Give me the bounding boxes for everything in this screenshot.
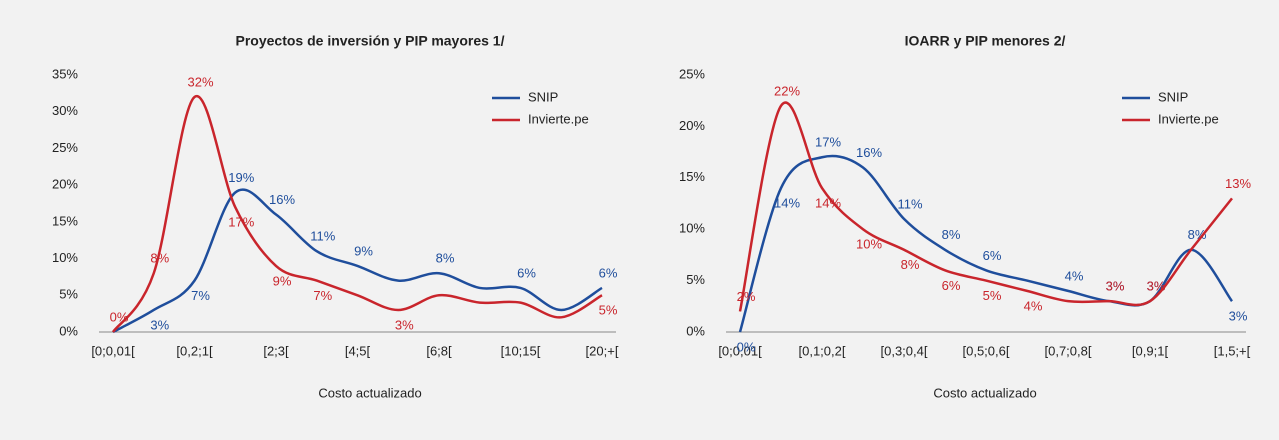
x-tick-label: [0,5;0,6[: [963, 343, 1010, 358]
data-label: 13%: [1225, 176, 1251, 191]
x-tick-label: [10;15[: [501, 343, 541, 358]
chart-title: IOARR y PIP menores 2/: [905, 33, 1066, 49]
x-axis-title: Costo actualizado: [318, 385, 421, 400]
y-tick-label: 10%: [679, 221, 705, 236]
y-tick-label: 30%: [52, 103, 78, 118]
legend-label: Invierte.pe: [528, 111, 589, 126]
y-tick-label: 15%: [52, 213, 78, 228]
data-label: 5%: [983, 288, 1002, 303]
data-label: 4%: [1065, 268, 1084, 283]
line: [111, 95, 603, 333]
y-tick-label: 10%: [52, 250, 78, 265]
data-label: 11%: [310, 229, 335, 244]
legend-label: SNIP: [1158, 89, 1188, 104]
line: [112, 188, 603, 334]
data-label: 14%: [774, 196, 800, 211]
legend-label: Invierte.pe: [1158, 111, 1219, 126]
data-label: 3%: [150, 317, 169, 332]
chart-title: Proyectos de inversión y PIP mayores 1/: [236, 33, 505, 49]
x-tick-label: [0,3;0,4[: [881, 343, 928, 358]
data-label: 6%: [983, 248, 1002, 263]
x-tick-label: [0,1;0,2[: [799, 343, 846, 358]
legend-label: SNIP: [528, 89, 558, 104]
y-tick-label: 0%: [59, 323, 78, 338]
data-label: 22%: [774, 83, 800, 98]
data-label: 32%: [187, 74, 213, 89]
data-label: 3%: [1229, 309, 1248, 324]
x-tick-label: [0;0,01[: [91, 343, 135, 358]
data-label: 2%: [737, 289, 756, 304]
data-label: 19%: [228, 170, 254, 185]
x-tick-label: [2;3[: [263, 343, 289, 358]
y-tick-label: 25%: [52, 140, 78, 155]
x-tick-label: [0,9;1[: [1132, 343, 1169, 358]
y-tick-label: 15%: [679, 169, 705, 184]
data-label: 16%: [269, 192, 295, 207]
x-tick-label: [6;8[: [426, 343, 452, 358]
data-label: 0%: [110, 309, 129, 324]
x-tick-label: [1,5;+[: [1214, 343, 1251, 358]
x-axis-title: Costo actualizado: [933, 385, 1036, 400]
data-label: 4%: [1024, 298, 1043, 313]
data-label: 7%: [191, 288, 210, 303]
data-label: 9%: [273, 273, 292, 288]
data-label: 5%: [599, 303, 618, 318]
data-label: 6%: [517, 265, 536, 280]
x-tick-label: [4;5[: [345, 343, 371, 358]
data-label: 17%: [228, 215, 254, 230]
data-label: 8%: [436, 251, 455, 266]
y-tick-label: 35%: [52, 66, 78, 81]
y-tick-label: 5%: [686, 272, 705, 287]
data-label: 8%: [901, 257, 920, 272]
data-label: 3%: [1106, 279, 1125, 294]
data-label: 6%: [942, 278, 961, 293]
data-label: 17%: [815, 135, 841, 150]
y-tick-label: 20%: [679, 118, 705, 133]
data-label: 3%: [1106, 279, 1125, 294]
x-tick-label: [0;0,01[: [718, 343, 762, 358]
x-tick-label: [0,2;1[: [176, 343, 213, 358]
data-label: 8%: [1188, 227, 1207, 242]
data-label: 8%: [942, 227, 961, 242]
x-tick-label: [0,7;0,8[: [1045, 343, 1092, 358]
data-label: 8%: [150, 251, 169, 266]
data-label: 0%: [737, 339, 756, 354]
y-tick-label: 0%: [686, 323, 705, 338]
y-tick-label: 5%: [59, 287, 78, 302]
data-label: 3%: [1147, 279, 1166, 294]
data-label: 16%: [856, 145, 882, 160]
data-label: 14%: [815, 196, 841, 211]
data-label: 3%: [395, 317, 414, 332]
x-tick-label: [20;+[: [586, 343, 619, 358]
data-label: 11%: [897, 196, 922, 211]
y-tick-label: 25%: [679, 66, 705, 81]
data-label: 7%: [313, 288, 332, 303]
data-label: 6%: [599, 265, 618, 280]
y-tick-label: 20%: [52, 177, 78, 192]
data-label: 10%: [856, 237, 882, 252]
line: [738, 101, 1233, 312]
data-label: 9%: [354, 243, 373, 258]
